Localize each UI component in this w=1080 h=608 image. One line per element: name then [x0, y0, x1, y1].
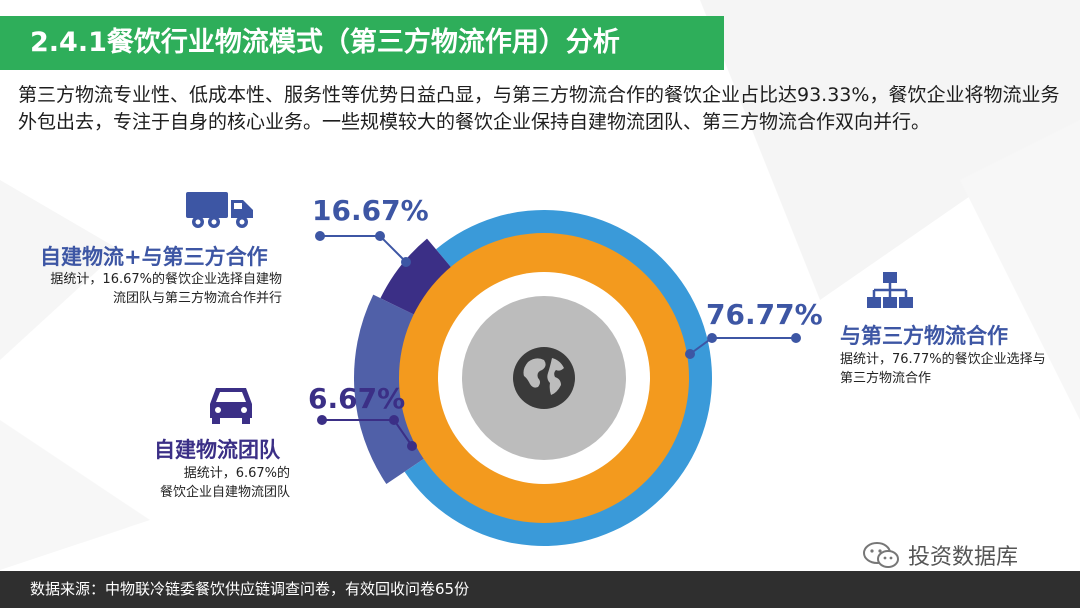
brand: 投资数据库	[862, 540, 1018, 570]
page-title: 2.4.1餐饮行业物流模式（第三方物流作用）分析	[30, 27, 620, 58]
label-desc-third-party: 据统计，76.77%的餐饮企业选择与第三方物流合作	[840, 352, 1046, 386]
data-source: 数据来源：中物联冷链委餐饮供应链调查问卷，有效回收问卷65份	[30, 580, 470, 598]
wechat-icon	[863, 542, 899, 568]
footer-bar: 数据来源：中物联冷链委餐饮供应链调查问卷，有效回收问卷65份	[0, 571, 1080, 608]
data-label-third-party: 76.77%	[706, 298, 823, 331]
intro-paragraph: 第三方物流专业性、低成本性、服务性等优势日益凸显，与第三方物流合作的餐饮企业占比…	[18, 84, 1060, 133]
label-desc-mixed: 据统计，16.67%的餐饮企业选择自建物流团队与第三方物流合作并行	[50, 272, 282, 306]
title-bar: 2.4.1餐饮行业物流模式（第三方物流作用）分析	[0, 16, 724, 70]
label-desc-self-line2: 餐饮企业自建物流团队	[159, 485, 290, 500]
leader-line-mixed	[315, 231, 411, 267]
data-label-mixed: 16.67%	[312, 194, 429, 227]
org-chart-icon	[867, 272, 913, 308]
data-label-self: 6.67%	[308, 382, 406, 415]
leader-line-third-party	[685, 333, 801, 359]
label-title-self: 自建物流团队	[154, 438, 280, 462]
label-desc-self-line1: 据统计，6.67%的	[183, 466, 290, 481]
leader-line-self	[317, 415, 417, 451]
label-title-mixed: 自建物流+与第三方合作	[40, 245, 268, 269]
truck-icon	[186, 192, 253, 228]
label-title-third-party: 与第三方物流合作	[840, 324, 1008, 348]
globe-icon	[513, 347, 575, 409]
brand-name: 投资数据库	[908, 545, 1019, 570]
car-icon	[210, 388, 252, 424]
